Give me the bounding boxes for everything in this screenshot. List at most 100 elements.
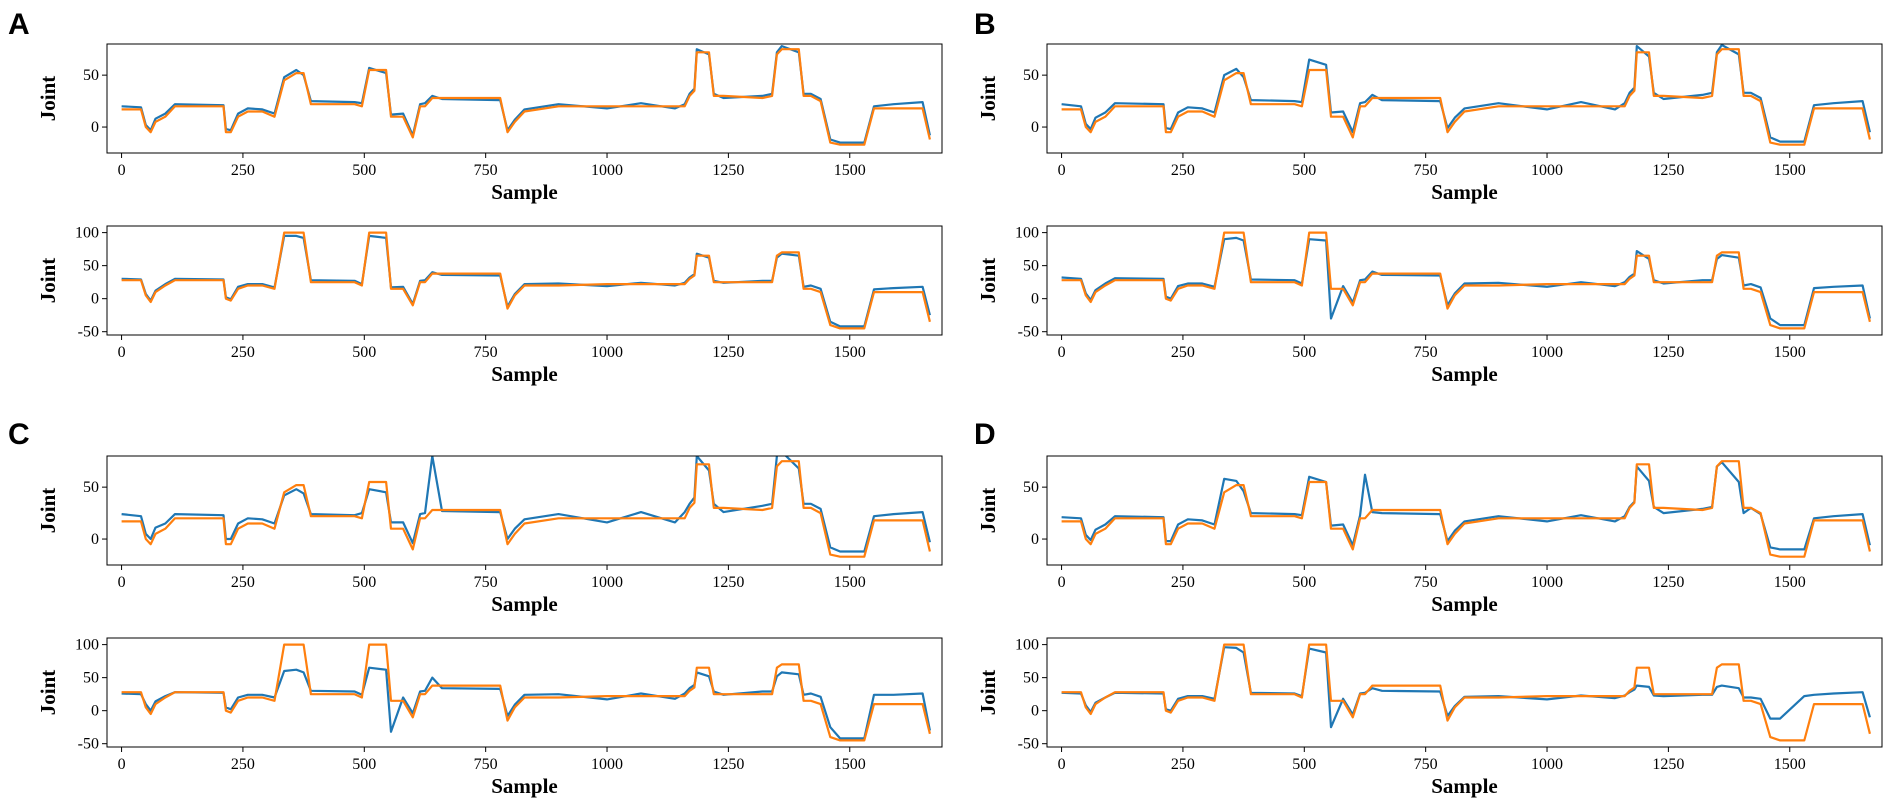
- x-tick-label: 0: [1058, 344, 1066, 361]
- x-axis-label: Sample: [491, 180, 558, 204]
- x-tick-label: 1500: [1774, 756, 1806, 773]
- series-line-actual: [1061, 48, 1871, 146]
- panel-letter: D: [974, 418, 996, 451]
- x-tick-label: 1500: [834, 162, 866, 179]
- x-axis-label: Sample: [491, 362, 558, 386]
- y-axis-label: Joint: [36, 670, 60, 716]
- y-tick-label: 50: [1023, 670, 1039, 687]
- y-tick-label: 50: [1023, 67, 1039, 84]
- axes-frame: [1046, 43, 1883, 154]
- series-line-predicted: [1061, 236, 1871, 327]
- x-tick-label: 250: [1171, 162, 1195, 179]
- x-axis-label: Sample: [491, 774, 558, 798]
- x-tick-label: 250: [1171, 344, 1195, 361]
- x-axis-label: Sample: [1431, 362, 1498, 386]
- y-tick-label: 0: [91, 703, 99, 720]
- x-tick-label: 0: [118, 344, 126, 361]
- x-tick-label: 1500: [834, 756, 866, 773]
- x-tick-label: 250: [231, 756, 255, 773]
- series-line-actual: [1061, 643, 1871, 742]
- x-tick-label: 0: [118, 162, 126, 179]
- x-tick-label: 500: [1292, 162, 1316, 179]
- axes-frame: [106, 637, 943, 748]
- y-tick-label: 0: [1031, 119, 1039, 136]
- x-tick-label: 1500: [834, 344, 866, 361]
- x-tick-label: 1250: [712, 344, 744, 361]
- x-tick-label: 750: [474, 574, 498, 591]
- series-line-predicted: [1061, 646, 1871, 729]
- panel-letter: A: [8, 8, 30, 41]
- x-tick-label: 1000: [591, 756, 623, 773]
- y-tick-label: 50: [83, 67, 99, 84]
- x-tick-label: 500: [1292, 574, 1316, 591]
- x-tick-label: 0: [1058, 756, 1066, 773]
- x-tick-label: 250: [231, 162, 255, 179]
- x-tick-label: 1000: [591, 574, 623, 591]
- y-tick-label: 100: [1015, 225, 1039, 242]
- y-tick-label: 50: [83, 479, 99, 496]
- y-axis-label: Joint: [36, 488, 60, 534]
- y-tick-label: -50: [1018, 324, 1039, 341]
- x-axis-label: Sample: [491, 592, 558, 616]
- y-axis-label: Joint: [36, 76, 60, 122]
- axes-frame: [1046, 225, 1883, 336]
- subplot-b-1: B 0 250 500 750 1000 1250 1500 0 50 Sample Joint: [974, 8, 1883, 204]
- y-tick-label: 50: [1023, 479, 1039, 496]
- x-tick-label: 1000: [1531, 574, 1563, 591]
- series-line-predicted: [121, 456, 931, 553]
- y-axis-label: Joint: [976, 488, 1000, 534]
- axes-frame: [106, 43, 943, 154]
- x-tick-label: 750: [1414, 162, 1438, 179]
- x-tick-label: 1500: [834, 574, 866, 591]
- x-tick-label: 0: [118, 756, 126, 773]
- subplot-d-1: D 0 250 500 750 1000 1250 1500 0 50 Sample Joint: [974, 418, 1883, 616]
- x-tick-label: 1000: [1531, 756, 1563, 773]
- x-tick-label: 500: [352, 344, 376, 361]
- panel-letter: C: [8, 418, 30, 451]
- x-tick-label: 750: [474, 756, 498, 773]
- y-tick-label: -50: [78, 736, 99, 753]
- series-line-predicted: [121, 44, 931, 144]
- subplot-a-1: A 0 250 500 750 1000 1250 1500 0 50 Sample Joint: [8, 8, 943, 204]
- y-tick-label: 0: [91, 119, 99, 136]
- x-axis-label: Sample: [1431, 592, 1498, 616]
- x-axis-label: Sample: [1431, 180, 1498, 204]
- y-tick-label: 0: [1031, 291, 1039, 308]
- y-tick-label: 100: [75, 637, 99, 654]
- x-tick-label: 1000: [591, 162, 623, 179]
- y-tick-label: 0: [91, 291, 99, 308]
- x-tick-label: 250: [1171, 574, 1195, 591]
- x-tick-label: 0: [1058, 162, 1066, 179]
- x-tick-label: 1250: [712, 162, 744, 179]
- x-tick-label: 1250: [712, 756, 744, 773]
- series-line-predicted: [1061, 461, 1871, 551]
- x-tick-label: 1500: [1774, 344, 1806, 361]
- y-axis-label: Joint: [976, 258, 1000, 304]
- x-tick-label: 750: [1414, 574, 1438, 591]
- y-tick-label: 50: [83, 670, 99, 687]
- x-tick-label: 0: [1058, 574, 1066, 591]
- x-tick-label: 750: [474, 344, 498, 361]
- y-tick-label: 0: [91, 531, 99, 548]
- y-axis-label: Joint: [976, 76, 1000, 122]
- subplot-d-2: 0 250 500 750 1000 1250 1500 -50 0 50 100 Sample Joi…: [976, 637, 1883, 798]
- x-tick-label: 500: [352, 162, 376, 179]
- x-tick-label: 250: [231, 574, 255, 591]
- x-tick-label: 500: [352, 574, 376, 591]
- subplot-b-2: 0 250 500 750 1000 1250 1500 -50 0 50 100 Sample Joi…: [976, 225, 1883, 386]
- x-tick-label: 1000: [1531, 344, 1563, 361]
- x-tick-label: 0: [118, 574, 126, 591]
- y-tick-label: 100: [1015, 637, 1039, 654]
- y-tick-label: 100: [75, 225, 99, 242]
- series-line-predicted: [1061, 44, 1871, 143]
- series-line-predicted: [121, 234, 931, 328]
- axes-frame: [1046, 637, 1883, 748]
- axes-frame: [106, 225, 943, 336]
- axes-frame: [106, 455, 943, 566]
- subplot-c-2: 0 250 500 750 1000 1250 1500 -50 0 50 100 Sample Joi…: [36, 637, 943, 798]
- x-tick-label: 1250: [1652, 756, 1684, 773]
- x-tick-label: 1000: [1531, 162, 1563, 179]
- axes-frame: [1046, 455, 1883, 566]
- y-axis-label: Joint: [36, 258, 60, 304]
